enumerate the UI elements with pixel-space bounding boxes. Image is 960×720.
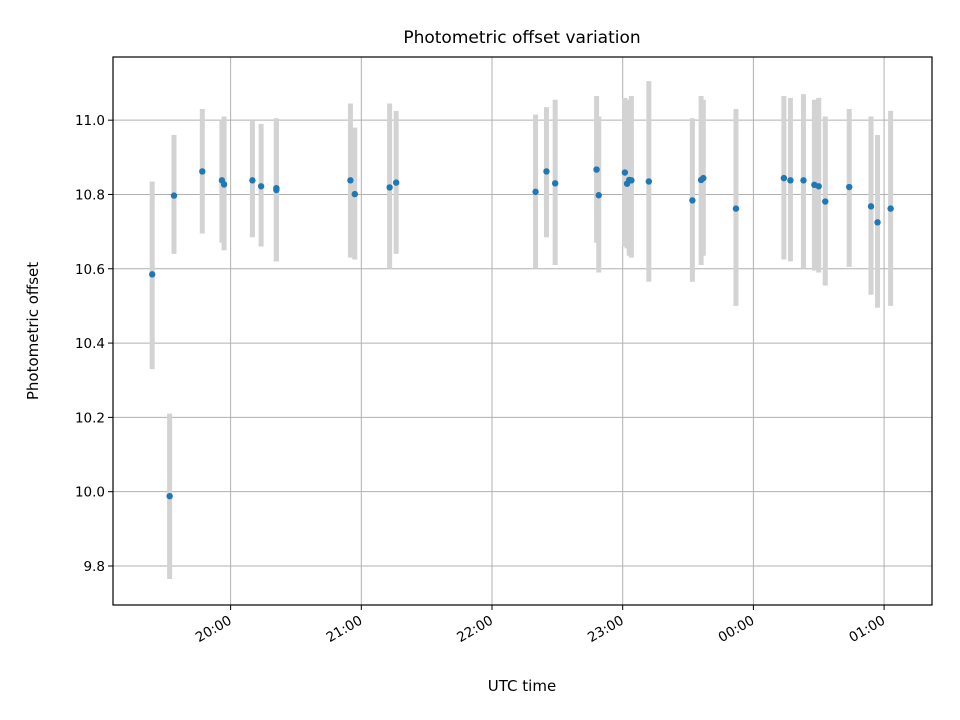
data-point	[593, 166, 600, 173]
data-point	[800, 177, 807, 184]
data-point	[645, 178, 653, 185]
data-point	[700, 174, 707, 182]
data-point	[846, 183, 853, 191]
y-axis-label: Photometric offset	[24, 262, 42, 400]
y-tick-label: 11.0	[75, 113, 105, 129]
data-point	[628, 177, 635, 184]
data-point	[595, 192, 602, 199]
data-point	[551, 180, 559, 187]
data-point	[787, 177, 794, 184]
y-tick-label: 10.2	[75, 410, 105, 426]
data-point	[199, 168, 206, 175]
data-point	[220, 181, 228, 188]
data-point	[887, 205, 894, 212]
data-point	[689, 197, 696, 204]
data-point	[532, 188, 539, 196]
data-point	[543, 168, 550, 175]
data-point	[392, 179, 400, 186]
data-point	[273, 184, 280, 192]
data-points	[149, 166, 894, 500]
y-axis-ticks: 9.8 10.0 10.2 10.4 10.6 10.8 11.0	[75, 113, 113, 575]
y-tick-label: 10.4	[75, 336, 105, 352]
data-point	[249, 177, 256, 184]
data-point	[149, 271, 156, 278]
data-point	[822, 198, 829, 205]
data-point	[732, 205, 740, 212]
y-tick-label: 10.8	[75, 187, 105, 203]
data-point	[780, 174, 788, 182]
y-tick-label: 9.8	[84, 559, 105, 575]
data-point	[386, 184, 393, 191]
data-point	[621, 169, 629, 176]
chart-title: Photometric offset variation	[403, 28, 640, 48]
y-tick-label: 10.0	[75, 485, 105, 501]
data-point	[347, 177, 354, 184]
plot-area-frame	[112, 56, 933, 606]
grid	[113, 57, 932, 605]
data-point	[815, 183, 822, 190]
data-point	[351, 190, 358, 198]
data-point	[257, 183, 265, 190]
data-point	[874, 219, 881, 226]
x-axis-label: UTC time	[488, 677, 556, 695]
data-point	[170, 192, 178, 199]
data-point	[166, 492, 173, 500]
y-tick-label: 10.6	[75, 262, 105, 278]
data-point	[867, 203, 875, 210]
